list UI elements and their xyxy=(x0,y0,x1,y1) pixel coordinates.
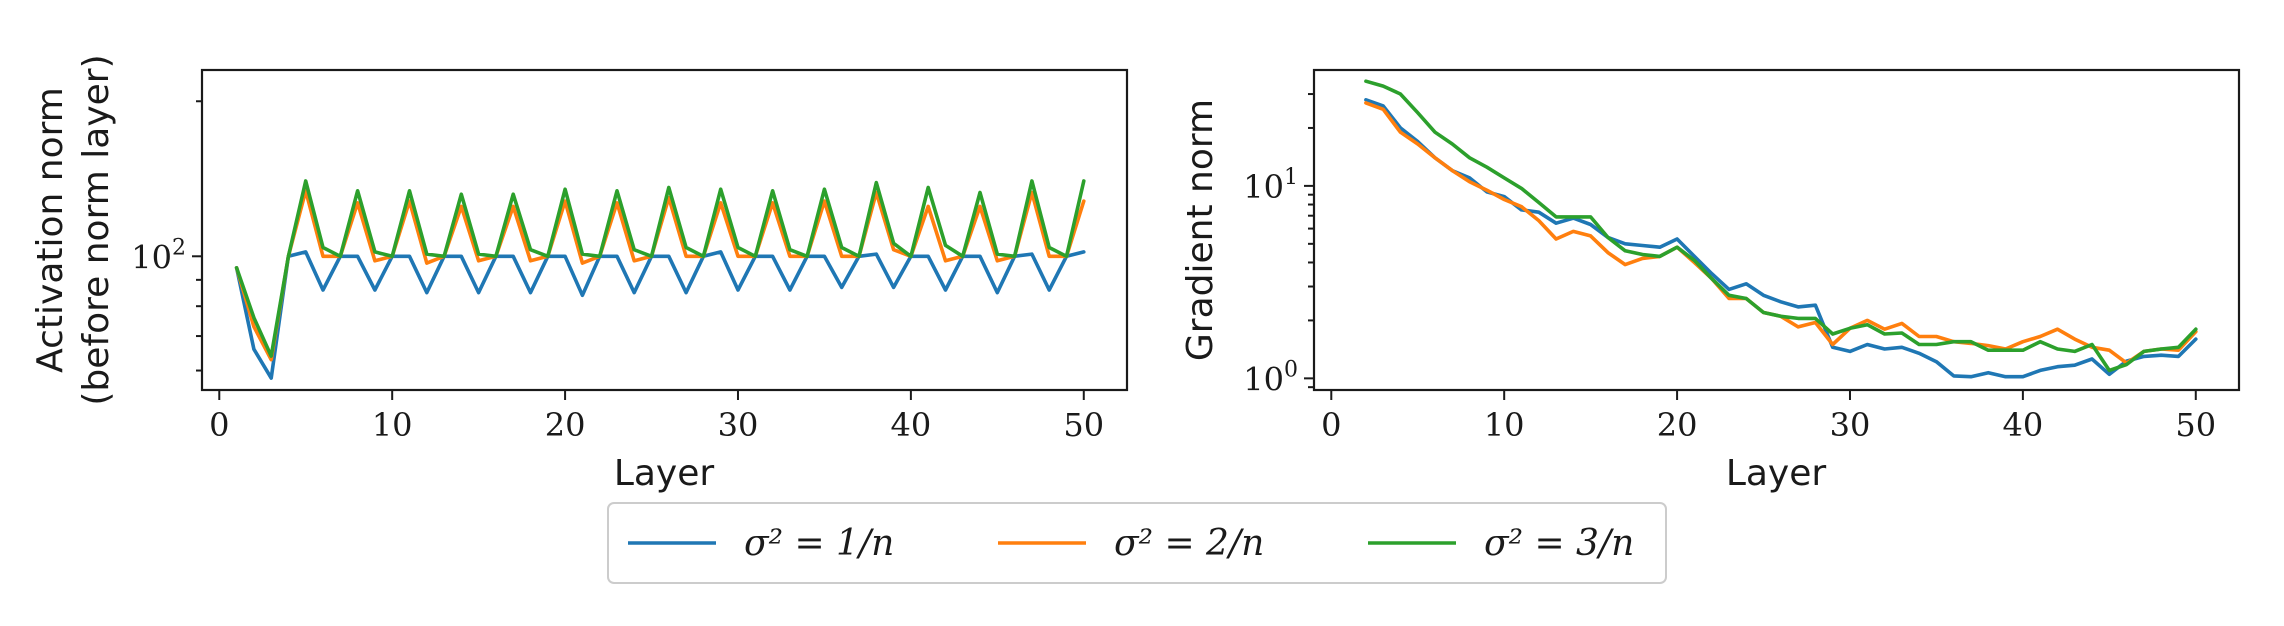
activation-x-tick-label: 20 xyxy=(545,406,586,444)
gradient-x-tick-label: 0 xyxy=(1321,406,1341,444)
activation-y-ticks: 102 xyxy=(131,100,202,372)
gradient-x-ticks: 0 10 20 30 40 50 xyxy=(1321,390,2216,444)
legend: σ² = 1/n σ² = 2/n σ² = 3/n xyxy=(607,502,1667,584)
gradient-series-group xyxy=(1364,79,2198,379)
gradient-y-axis-label: Gradient norm xyxy=(1180,99,1221,361)
activation-x-tick-label: 0 xyxy=(209,406,229,444)
activation-series-group xyxy=(234,179,1086,380)
gradient-plot-frame xyxy=(1312,68,2241,392)
gradient-x-tick-label: 20 xyxy=(1657,406,1698,444)
gradient-y-tick-label: 101 xyxy=(1243,165,1298,206)
activation-x-tick-label: 40 xyxy=(891,406,932,444)
activation-x-ticks: 0 10 20 30 40 50 xyxy=(209,390,1104,444)
legend-box xyxy=(607,502,1667,584)
legend-label-3: σ² = 3/n xyxy=(1484,523,1634,564)
legend-entries: σ² = 1/n σ² = 2/n σ² = 3/n xyxy=(628,523,1634,564)
gradient-x-tick-label: 30 xyxy=(1830,406,1871,444)
activation-norm-panel: 0 10 20 30 40 50 102 Layer Activation norm (b… xyxy=(30,54,1129,494)
gradient-x-tick-label: 50 xyxy=(2175,406,2216,444)
gradient-x-tick-label: 40 xyxy=(2003,406,2044,444)
gradient-x-tick-label: 10 xyxy=(1484,406,1525,444)
activation-y-axis-label-line1: Activation norm xyxy=(30,87,71,373)
legend-label-2: σ² = 2/n xyxy=(1114,523,1264,564)
activation-x-tick-label: 50 xyxy=(1063,406,1104,444)
gradient-series-line-2 xyxy=(1364,101,2198,365)
gradient-norm-panel: 0 10 20 30 40 50 100 101 Layer Gradient norm xyxy=(1180,68,2241,494)
gradient-y-ticks: 100 101 xyxy=(1243,93,1314,398)
activation-x-axis-label: Layer xyxy=(614,453,715,494)
legend-label-1: σ² = 1/n xyxy=(744,523,894,564)
activation-y-tick-label: 102 xyxy=(131,235,186,276)
activation-x-tick-label: 30 xyxy=(718,406,759,444)
activation-series-line-1 xyxy=(234,250,1086,380)
gradient-x-axis-label: Layer xyxy=(1726,453,1827,494)
activation-y-axis-label-line2: (before norm layer) xyxy=(76,54,117,405)
gradient-series-line-1 xyxy=(1364,98,2198,379)
gradient-y-tick-label: 100 xyxy=(1243,357,1298,398)
activation-series-line-3 xyxy=(234,179,1086,358)
activation-x-tick-label: 10 xyxy=(372,406,413,444)
activation-plot-frame xyxy=(200,68,1129,392)
gradient-series-line-3 xyxy=(1364,79,2198,373)
